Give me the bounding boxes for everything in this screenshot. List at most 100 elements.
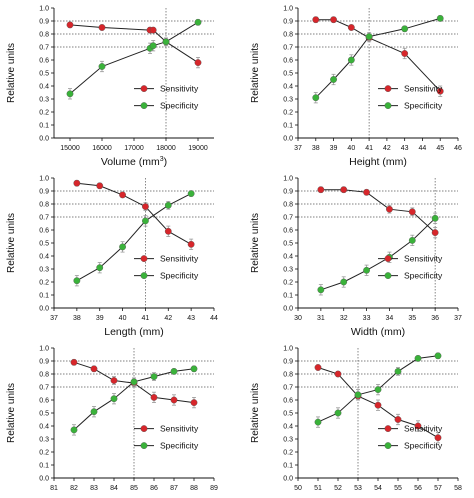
data-point [66,90,74,98]
x-tick-label: 16000 [92,145,112,152]
data-point [334,370,342,378]
y-tick-label: 0.4 [39,254,49,261]
y-tick-label: 0.0 [39,136,49,143]
data-point [190,399,198,406]
data-point [96,182,104,190]
y-axis-label: Relative units [6,383,17,443]
y-tick-label: 0.4 [283,424,293,431]
legend-label: Sensitivity [160,424,199,434]
x-tick-label: 17000 [124,145,144,152]
data-point [434,434,442,442]
data-point [312,16,320,24]
legend-marker [140,442,148,449]
data-point [164,201,172,209]
y-tick-label: 0.8 [39,32,49,39]
y-tick-label: 0.6 [283,58,293,65]
legend-label: Specificity [160,271,199,281]
y-tick-label: 0.1 [39,463,49,470]
data-point [354,391,362,399]
y-tick-label: 0.7 [39,215,49,222]
x-tick-label: 51 [314,485,322,492]
x-tick-label: 41 [365,145,373,152]
y-tick-label: 0.6 [283,228,293,235]
x-tick-label: 38 [73,315,81,322]
y-tick-label: 0.4 [283,84,293,91]
y-tick-label: 0.0 [39,306,49,313]
data-point [363,188,370,196]
data-point [340,186,348,194]
y-tick-label: 0.1 [283,123,293,130]
data-point [312,94,320,102]
chart-panel-1: 0.0 0.1 0.2 0.3 0.4 0.5 0.6 0.7 0.8 0.9 1.0 15000 16… [6,6,214,168]
legend-marker [384,255,392,263]
data-point [162,38,170,46]
y-tick-label: 1.0 [283,176,293,183]
data-point [408,208,416,216]
x-tick-label: 45 [436,145,444,152]
data-point [110,377,118,384]
legend-marker [140,255,148,263]
y-tick-label: 0.5 [39,241,49,248]
x-tick-label: 37 [454,315,462,322]
x-tick-label: 39 [330,145,338,152]
data-point [130,378,138,386]
data-point [194,18,202,26]
y-tick-label: 0.1 [283,293,293,300]
x-tick-label: 41 [142,315,150,322]
data-point [119,243,126,251]
data-point [330,76,337,83]
legend-marker [384,272,392,279]
y-tick-label: 0.5 [39,411,49,418]
y-tick-label: 0.5 [283,71,293,78]
y-tick-label: 0.2 [283,110,293,117]
data-point [365,33,373,40]
y-tick-label: 0.7 [283,385,293,392]
x-tick-label: 30 [294,315,302,322]
data-point [431,229,439,237]
legend-marker [384,442,392,449]
data-point [70,426,78,434]
legend-marker [140,85,148,93]
series-specificity [317,212,439,296]
y-tick-label: 0.2 [283,280,293,287]
data-point [142,203,149,211]
data-point [401,50,409,57]
data-point [170,367,178,375]
x-tick-label: 46 [454,145,462,152]
data-point [436,87,444,95]
data-point [394,367,402,375]
legend-marker [140,425,148,432]
x-tick-label: 52 [334,485,342,492]
data-point [374,401,382,409]
x-tick-label: 85 [130,485,138,492]
y-tick-label: 0.9 [283,19,293,26]
data-point [334,409,342,417]
chart-panel-2: 0.0 0.1 0.2 0.3 0.4 0.5 0.6 0.7 0.8 0.9 1.0 37 38 39 4… [250,6,462,169]
x-tick-label: 19000 [188,145,208,152]
series-line [320,189,436,233]
x-tick-label: 33 [363,315,371,322]
legend-label: Specificity [404,271,443,281]
data-point [149,42,157,50]
chart-panel-3: 0.0 0.1 0.2 0.3 0.4 0.5 0.6 0.7 0.8 0.9 1.0 37 38 39 4… [6,176,218,339]
series-specificity [70,365,198,436]
y-tick-label: 1.0 [39,176,49,183]
x-tick-label: 50 [294,485,302,492]
y-tick-label: 1.0 [39,6,49,13]
x-tick-label: 84 [110,485,118,492]
y-tick-label: 0.2 [39,110,49,117]
y-tick-label: 1.0 [283,6,293,13]
data-point [150,373,158,380]
y-tick-label: 0.7 [283,45,293,52]
y-tick-label: 0.7 [39,45,49,52]
y-tick-label: 0.9 [283,189,293,196]
x-tick-label: 43 [187,315,195,322]
data-point [314,364,322,371]
x-tick-label: 36 [431,315,439,322]
legend-label: Specificity [160,101,199,111]
y-tick-label: 0.8 [39,202,49,209]
x-tick-label: 82 [70,485,78,492]
legend-label: Specificity [160,441,199,451]
x-axis-label: Volume (mm3) [101,156,167,168]
